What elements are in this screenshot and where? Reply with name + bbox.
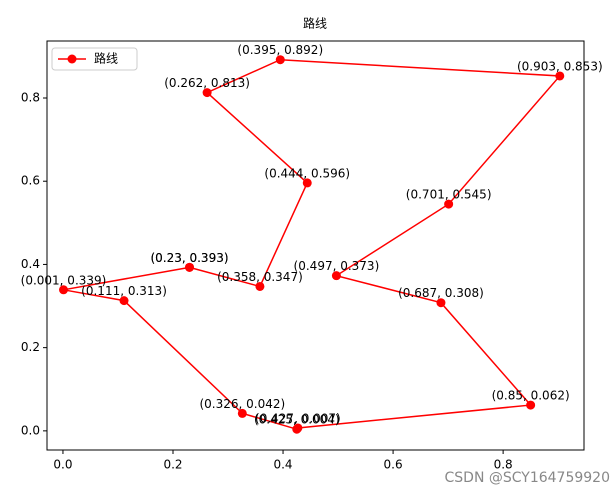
point bbox=[555, 71, 565, 81]
point bbox=[202, 88, 212, 98]
point-label: (0.687, 0.308) bbox=[398, 286, 484, 300]
point-label: (0.497, 0.373) bbox=[294, 259, 380, 273]
point-label: (0.23, 0.393) bbox=[150, 251, 228, 265]
x-tick-label: 0.2 bbox=[163, 458, 182, 472]
point-label: (0.425, 0.004) bbox=[254, 413, 340, 427]
point-label: (0.001, 0.339) bbox=[21, 273, 107, 287]
series-line bbox=[63, 58, 562, 431]
point-label: (0.326, 0.042) bbox=[199, 397, 285, 411]
point bbox=[275, 55, 285, 65]
point bbox=[237, 408, 247, 418]
legend-label: 路线 bbox=[94, 51, 118, 66]
point bbox=[292, 424, 302, 434]
x-tick-label: 0.0 bbox=[53, 458, 72, 472]
y-tick-label: 0.4 bbox=[21, 257, 40, 271]
point bbox=[255, 281, 265, 291]
y-tick-label: 0.8 bbox=[21, 91, 40, 105]
point bbox=[119, 296, 129, 306]
point-label: (0.395, 0.892) bbox=[237, 43, 323, 57]
legend-box bbox=[51, 47, 138, 71]
point bbox=[526, 400, 536, 410]
point-label: (0.427, 0.007) bbox=[255, 411, 341, 425]
y-tick-label: 0.6 bbox=[21, 174, 40, 188]
point-label: (0.85, 0.062) bbox=[492, 389, 570, 403]
point-label: (0.903, 0.853) bbox=[517, 59, 603, 73]
point-label: (0.262, 0.813) bbox=[164, 76, 250, 90]
watermark: CSDN @SCY164759920 bbox=[445, 470, 611, 486]
point-label: (0.701, 0.545) bbox=[406, 188, 492, 202]
y-tick-label: 0.0 bbox=[21, 423, 40, 437]
y-tick-label: 0.2 bbox=[21, 340, 40, 354]
x-tick-label: 0.6 bbox=[384, 458, 403, 472]
legend-marker bbox=[67, 54, 77, 64]
point-label: (0.111, 0.313) bbox=[81, 284, 167, 298]
point bbox=[444, 199, 454, 209]
point-label: (0.358, 0.347) bbox=[217, 270, 303, 284]
point-label: (0.444, 0.596) bbox=[264, 166, 350, 180]
point bbox=[302, 178, 312, 188]
point-label: (0.23, 0.393) bbox=[150, 251, 228, 265]
x-tick-label: 0.8 bbox=[494, 458, 513, 472]
point bbox=[59, 285, 69, 295]
point bbox=[331, 271, 341, 281]
plot-frame bbox=[46, 40, 585, 451]
point bbox=[185, 262, 195, 272]
chart-title: 路线 bbox=[303, 16, 327, 31]
point bbox=[436, 298, 446, 308]
x-tick-label: 0.4 bbox=[273, 458, 292, 472]
